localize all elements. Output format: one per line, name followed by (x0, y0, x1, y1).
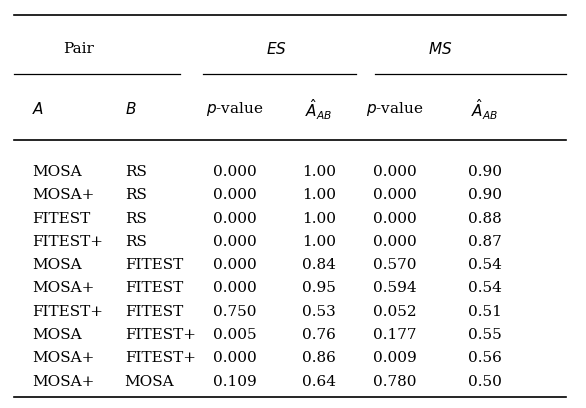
Text: RS: RS (125, 235, 146, 249)
Text: 0.56: 0.56 (468, 351, 502, 365)
Text: $\hat{A}_{AB}$: $\hat{A}_{AB}$ (305, 97, 333, 122)
Text: 0.000: 0.000 (213, 165, 257, 179)
Text: RS: RS (125, 188, 146, 202)
Text: 0.052: 0.052 (373, 305, 417, 319)
Text: 0.750: 0.750 (213, 305, 257, 319)
Text: MOSA: MOSA (125, 375, 174, 388)
Text: MOSA+: MOSA+ (32, 375, 94, 388)
Text: 0.594: 0.594 (373, 282, 417, 295)
Text: 0.000: 0.000 (213, 235, 257, 249)
Text: FITEST+: FITEST+ (32, 235, 103, 249)
Text: 0.54: 0.54 (468, 258, 502, 272)
Text: 0.50: 0.50 (468, 375, 502, 388)
Text: 0.54: 0.54 (468, 282, 502, 295)
Text: 0.90: 0.90 (468, 188, 502, 202)
Text: 0.55: 0.55 (468, 328, 502, 342)
Text: MOSA: MOSA (32, 165, 81, 179)
Text: 0.64: 0.64 (302, 375, 336, 388)
Text: 0.177: 0.177 (373, 328, 416, 342)
Text: $\mathit{B}$: $\mathit{B}$ (125, 102, 136, 118)
Text: 0.000: 0.000 (213, 351, 257, 365)
Text: 0.000: 0.000 (213, 282, 257, 295)
Text: FITEST+: FITEST+ (32, 305, 103, 319)
Text: $\hat{A}_{AB}$: $\hat{A}_{AB}$ (471, 97, 498, 122)
Text: 0.005: 0.005 (213, 328, 257, 342)
Text: 1.00: 1.00 (302, 235, 336, 249)
Text: MOSA+: MOSA+ (32, 188, 94, 202)
Text: 0.109: 0.109 (213, 375, 257, 388)
Text: FITEST+: FITEST+ (125, 328, 196, 342)
Text: MOSA+: MOSA+ (32, 282, 94, 295)
Text: FITEST+: FITEST+ (125, 351, 196, 365)
Text: FITEST: FITEST (32, 212, 90, 226)
Text: 1.00: 1.00 (302, 165, 336, 179)
Text: 1.00: 1.00 (302, 188, 336, 202)
Text: 0.95: 0.95 (302, 282, 336, 295)
Text: $\mathit{MS}$: $\mathit{MS}$ (428, 41, 452, 57)
Text: 0.000: 0.000 (213, 258, 257, 272)
Text: RS: RS (125, 212, 146, 226)
Text: 0.51: 0.51 (468, 305, 502, 319)
Text: 0.88: 0.88 (468, 212, 502, 226)
Text: 1.00: 1.00 (302, 212, 336, 226)
Text: 0.76: 0.76 (302, 328, 336, 342)
Text: 0.000: 0.000 (373, 165, 417, 179)
Text: 0.009: 0.009 (373, 351, 417, 365)
Text: $\mathit{A}$: $\mathit{A}$ (32, 102, 44, 118)
Text: 0.86: 0.86 (302, 351, 336, 365)
Text: MOSA: MOSA (32, 328, 81, 342)
Text: 0.90: 0.90 (468, 165, 502, 179)
Text: 0.000: 0.000 (373, 188, 417, 202)
Text: 0.000: 0.000 (373, 212, 417, 226)
Text: 0.53: 0.53 (302, 305, 336, 319)
Text: 0.000: 0.000 (213, 188, 257, 202)
Text: $p$-value: $p$-value (366, 100, 423, 118)
Text: 0.84: 0.84 (302, 258, 336, 272)
Text: $p$-value: $p$-value (206, 100, 264, 118)
Text: 0.87: 0.87 (468, 235, 502, 249)
Text: FITEST: FITEST (125, 258, 183, 272)
Text: $\mathit{ES}$: $\mathit{ES}$ (266, 41, 287, 57)
Text: 0.570: 0.570 (373, 258, 416, 272)
Text: 0.780: 0.780 (373, 375, 416, 388)
Text: FITEST: FITEST (125, 305, 183, 319)
Text: FITEST: FITEST (125, 282, 183, 295)
Text: RS: RS (125, 165, 146, 179)
Text: 0.000: 0.000 (213, 212, 257, 226)
Text: 0.000: 0.000 (373, 235, 417, 249)
Text: Pair: Pair (63, 42, 94, 56)
Text: MOSA+: MOSA+ (32, 351, 94, 365)
Text: MOSA: MOSA (32, 258, 81, 272)
